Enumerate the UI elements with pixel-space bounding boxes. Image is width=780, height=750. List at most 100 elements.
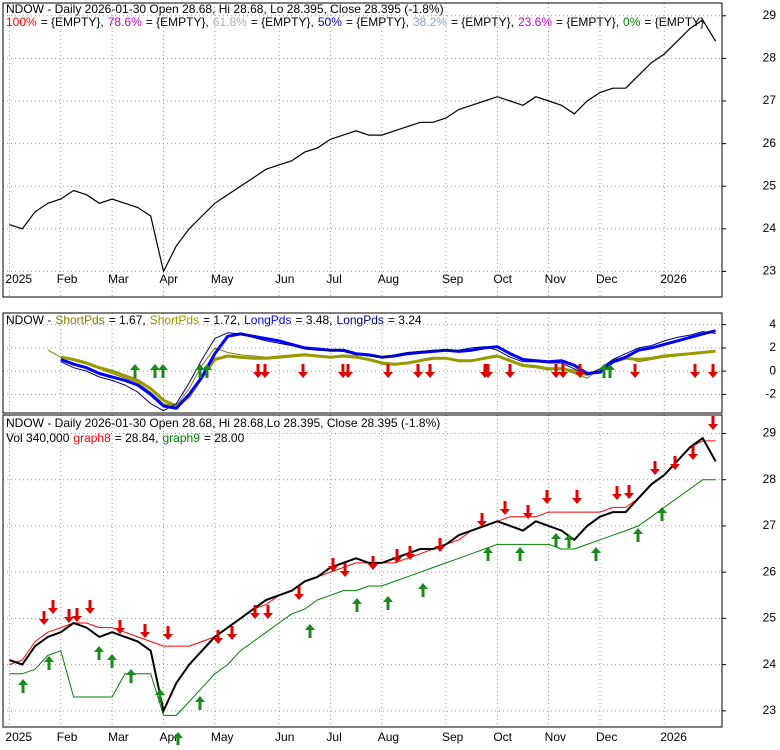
sell-arrow [558,364,568,378]
buy-arrow [605,364,615,378]
y-tick-label: 29 [763,426,777,440]
sell-arrow [708,416,718,430]
buy-arrow [599,364,609,378]
x-tick-label: Mar [108,272,129,286]
buy-arrow [158,364,168,378]
sell-arrow [48,600,58,614]
buy-arrow [483,547,493,561]
panel-frame [2,414,723,728]
legend-text: 0% [623,15,641,29]
buy-arrow [44,656,54,670]
sell-arrow [39,611,49,625]
buy-arrow [383,596,393,610]
x-tick-label: Dec [596,730,617,744]
legend-text: = {EMPTY}, [251,15,314,29]
buy-arrow [173,732,183,746]
chart-title: NDOW - Daily 2026-01-30 Open 28.68, Hi 2… [6,416,440,430]
y-tick-label: 29 [763,8,777,22]
x-tick-label: Jun [275,730,294,744]
y-tick-label: 4 [769,317,776,331]
y-tick-label: 2 [769,340,776,354]
x-tick-label: 2025 [5,272,32,286]
legend-text: 100% [6,15,37,29]
buy-arrow [94,646,104,660]
legend-text: graph8 [73,431,111,445]
legend-text: = 3.48, [295,313,332,327]
sell-arrow [343,364,353,378]
panel-frame [2,312,723,414]
sell-arrow [115,620,125,634]
sell-arrow [688,446,698,460]
legend-text: LongPds [244,313,291,327]
sell-arrow [263,605,273,619]
sell-arrow [163,626,173,640]
legend-text: = {EMPTY} [644,15,704,29]
chart-title: NDOW - Daily 2026-01-30 Open 28.68, Hi 2… [6,2,444,16]
x-tick-label: Sep [442,730,464,744]
legend: Vol 340,000 graph8 = 28.84, graph9 = 28.00 [6,431,245,445]
buy-arrow [515,547,525,561]
x-tick-label: Aug [378,272,399,286]
sell-arrow [551,364,561,378]
legend-text: 50% [318,15,342,29]
y-tick-label: 23 [763,703,777,717]
x-tick-label: Nov [545,730,566,744]
sell-arrow [298,364,308,378]
buy-arrow [126,669,136,683]
sell-arrow [505,364,515,378]
legend-text: ShortPds [150,313,199,327]
y-tick-label: 28 [763,472,777,486]
legend: 100% = {EMPTY}, 78.6% = {EMPTY}, 61.8% = {EMP… [6,15,704,29]
y-tick-label: 26 [763,136,777,150]
sell-arrow [368,556,378,570]
sell-arrow [670,456,680,470]
y-tick-label: 23 [763,264,777,278]
sell-arrow [708,364,718,378]
buy-arrow [107,654,117,668]
sell-arrow [500,501,510,515]
sell-arrow [227,626,237,640]
x-tick-label: Oct [493,730,512,744]
legend-text: = 28.00 [204,431,245,445]
price-line [9,436,717,714]
legend-text: = {EMPTY}, [41,15,104,29]
legend-text: = 28.84, [115,431,159,445]
legend-text: 61.8% [213,15,247,29]
x-tick-label: Dec [596,272,617,286]
sell-arrow [572,490,582,504]
legend-text: = {EMPTY}, [146,15,209,29]
legend-text: = 1.67, [109,313,146,327]
sell-arrow [64,609,74,623]
x-tick-label: Mar [108,730,129,744]
sell-arrow [612,486,622,500]
sell-arrow [213,630,223,644]
x-tick-label: Nov [545,272,566,286]
series-line [60,331,716,412]
buy-arrow [202,364,212,378]
buy-arrow [195,696,205,710]
sell-arrow [85,600,95,614]
y-tick-label: 25 [763,611,777,625]
buy-arrow [564,534,574,548]
buy-arrow [150,364,160,378]
y-tick-label: 24 [763,221,777,235]
price-line [9,19,717,274]
legend-text: = {EMPTY}, [451,15,514,29]
sell-arrow [260,364,270,378]
buy-arrow [18,679,28,693]
x-tick-label: Jul [326,730,341,744]
buy-arrow [657,507,667,521]
buy-arrow [195,364,205,378]
panel-frame [2,2,723,298]
buy-arrow [591,547,601,561]
y-tick-label: 25 [763,178,777,192]
legend-text: ShortPds [55,313,104,327]
sell-arrow [523,505,533,519]
x-tick-label: May [211,730,234,744]
legend-text: 38.2% [413,15,447,29]
sell-arrow [340,563,350,577]
buy-arrow [551,533,561,547]
legend-text: 78.6% [108,15,142,29]
